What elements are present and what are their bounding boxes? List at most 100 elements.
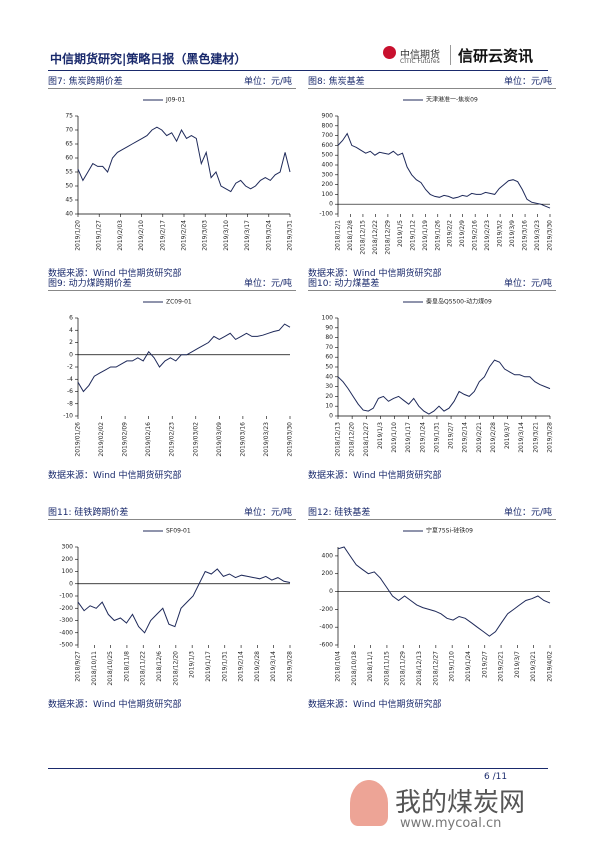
figure-source: 数据来源：Wind 中信期货研究部 bbox=[48, 700, 182, 710]
y-tick-label: 200 bbox=[322, 181, 334, 188]
x-tick-label: 2019/2/14 bbox=[238, 651, 245, 682]
y-tick-label: 200 bbox=[322, 570, 334, 577]
y-tick-label: 100 bbox=[322, 191, 334, 198]
x-tick-label: 2019/02/02 bbox=[98, 422, 105, 457]
chart: -10 -8 -6 -4 -2 0 2 4 6 2019/01/26 2019/02/02 2019/… bbox=[63, 299, 294, 457]
x-tick-label: 2019/01/26 bbox=[75, 422, 82, 457]
y-tick-label: 200 bbox=[62, 556, 74, 563]
y-tick-label: 50 bbox=[325, 364, 333, 371]
x-tick-label: 2019/1/3 bbox=[377, 422, 384, 449]
x-tick-label: 2019/2/16 bbox=[472, 220, 479, 251]
y-tick-label: 700 bbox=[322, 132, 334, 139]
x-tick-label: 2019/02/16 bbox=[145, 422, 152, 457]
figure-source: 数据来源：Wind 中信期货研究部 bbox=[48, 269, 182, 279]
x-tick-label: 2019/3/30 bbox=[547, 220, 554, 251]
x-tick-label: 2019/3/31 bbox=[287, 220, 294, 251]
figure-source: 数据来源：Wind 中信期货研究部 bbox=[308, 700, 442, 710]
x-tick-label: 2019/1/5 bbox=[397, 220, 404, 247]
y-tick-label: 20 bbox=[325, 393, 333, 400]
y-tick-label: -2 bbox=[67, 364, 73, 371]
x-tick-label: 2019/2/7 bbox=[448, 422, 455, 449]
y-tick-label: 45 bbox=[65, 197, 73, 204]
x-tick-label: 2019/3/7 bbox=[504, 422, 511, 449]
figure-unit: 单位：元/吨 bbox=[503, 508, 552, 518]
logo-name-en: CITIC Futures bbox=[400, 58, 440, 65]
legend-label: SF09-01 bbox=[166, 528, 191, 535]
figure-title: 图8: 焦炭基差 bbox=[308, 77, 365, 87]
y-tick-label: 100 bbox=[62, 568, 74, 575]
x-tick-label: 2019/3/7 bbox=[514, 651, 521, 678]
y-tick-label: 2 bbox=[69, 339, 73, 346]
y-tick-label: 100 bbox=[322, 315, 334, 322]
figure-unit: 单位：元/吨 bbox=[243, 77, 292, 87]
x-tick-label: 2018/11/22 bbox=[140, 651, 147, 686]
x-tick-label: 2018/9/27 bbox=[75, 651, 82, 682]
x-tick-label: 2018/12/29 bbox=[384, 220, 391, 255]
y-tick-label: -600 bbox=[319, 642, 333, 649]
x-tick-label: 2019/1/3 bbox=[189, 651, 196, 678]
x-tick-label: 2018/11/1 bbox=[367, 651, 374, 682]
page-number: 6 /11 bbox=[484, 772, 508, 782]
x-tick-label: 2019/2/7 bbox=[481, 651, 488, 678]
x-tick-label: 2019/03/30 bbox=[287, 422, 294, 457]
x-tick-label: 2019/3/14 bbox=[518, 422, 525, 453]
x-tick-label: 2018/12/27 bbox=[363, 422, 370, 457]
x-tick-label: 2018/11/15 bbox=[383, 651, 390, 686]
x-tick-label: 2018/12/1 bbox=[335, 220, 342, 251]
x-tick-label: 2019/1/19 bbox=[422, 220, 429, 251]
figure-caption: 图10: 动力煤基差 单位：元/吨 bbox=[308, 276, 556, 291]
footer-rule bbox=[48, 768, 548, 769]
x-tick-label: 2019/03/16 bbox=[239, 422, 246, 457]
x-tick-label: 2019/1/10 bbox=[391, 422, 398, 453]
figure-title: 图10: 动力煤基差 bbox=[308, 279, 380, 289]
x-tick-label: 2019/2/23 bbox=[484, 220, 491, 251]
x-tick-label: 2019/2/21 bbox=[498, 651, 505, 682]
x-tick-label: 2019/2/9 bbox=[459, 220, 466, 247]
x-tick-label: 2019/3/2 bbox=[497, 220, 504, 247]
legend-label: 宁夏75Si-硅铁09 bbox=[426, 527, 473, 535]
x-tick-label: 2019/1/26 bbox=[434, 220, 441, 251]
x-tick-label: 2019/1/20 bbox=[75, 220, 82, 251]
x-tick-label: 2019/3/03 bbox=[202, 220, 209, 251]
x-tick-label: 2019/2/28 bbox=[254, 651, 261, 682]
x-tick-label: 2019/3/16 bbox=[522, 220, 529, 251]
x-tick-label: 2019/1/17 bbox=[205, 651, 212, 682]
figure-unit: 单位：元/吨 bbox=[503, 77, 552, 87]
header-rule bbox=[48, 70, 548, 71]
x-tick-label: 2019/1/10 bbox=[449, 651, 456, 682]
x-tick-label: 2018/11/29 bbox=[400, 651, 407, 686]
y-tick-label: -400 bbox=[319, 624, 333, 631]
watermark: 我的煤炭网 bbox=[395, 788, 526, 818]
y-tick-label: 70 bbox=[325, 344, 333, 351]
y-tick-label: 70 bbox=[65, 127, 73, 134]
x-tick-label: 2019/1/24 bbox=[465, 651, 472, 682]
x-tick-label: 2018/12/6 bbox=[156, 651, 163, 682]
figure-unit: 单位：元/吨 bbox=[243, 508, 292, 518]
y-tick-label: 0 bbox=[329, 201, 333, 208]
logo-name: 中信期货 bbox=[400, 50, 440, 61]
y-tick-label: 80 bbox=[325, 334, 333, 341]
x-tick-label: 2019/2/28 bbox=[490, 422, 497, 453]
y-tick-label: 60 bbox=[325, 354, 333, 361]
x-tick-label: 2019/1/31 bbox=[221, 651, 228, 682]
x-tick-label: 2018/10/25 bbox=[107, 651, 114, 686]
x-tick-label: 2019/1/27 bbox=[96, 220, 103, 251]
legend-label: ZC09-01 bbox=[166, 299, 192, 306]
x-tick-label: 2019/1/12 bbox=[409, 220, 416, 251]
x-tick-label: 2019/3/28 bbox=[287, 651, 294, 682]
logo-divider bbox=[450, 45, 451, 65]
y-tick-label: 300 bbox=[62, 544, 74, 551]
y-tick-label: 0 bbox=[69, 351, 73, 358]
series-line bbox=[337, 132, 551, 209]
x-tick-label: 2018/12/8 bbox=[347, 220, 354, 251]
series-line bbox=[337, 546, 551, 637]
series-line bbox=[77, 126, 291, 193]
y-tick-label: -8 bbox=[67, 400, 73, 407]
chart: 40 45 50 55 60 65 70 75 2019/1/20 2019/1/27 2019/2… bbox=[65, 97, 294, 251]
y-tick-label: 60 bbox=[65, 155, 73, 162]
figure-title: 图9: 动力煤跨期价差 bbox=[48, 279, 132, 289]
x-tick-label: 2018/10/18 bbox=[351, 651, 358, 686]
x-tick-label: 2018/10/11 bbox=[91, 651, 98, 686]
y-tick-label: 55 bbox=[65, 169, 73, 176]
y-tick-label: -200 bbox=[319, 606, 333, 613]
